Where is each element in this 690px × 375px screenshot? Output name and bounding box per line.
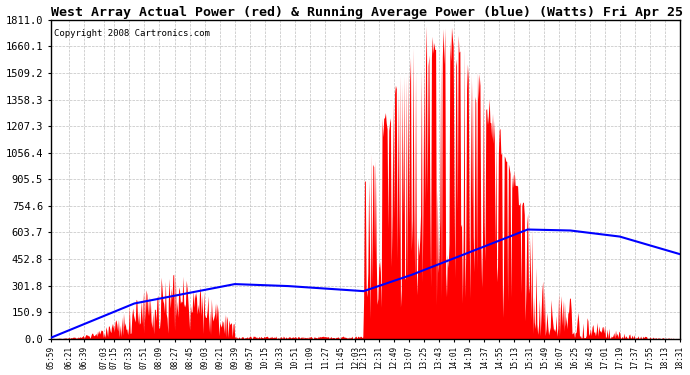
Text: Copyright 2008 Cartronics.com: Copyright 2008 Cartronics.com [54, 29, 210, 38]
Text: West Array Actual Power (red) & Running Average Power (blue) (Watts) Fri Apr 25 : West Array Actual Power (red) & Running … [50, 6, 690, 19]
